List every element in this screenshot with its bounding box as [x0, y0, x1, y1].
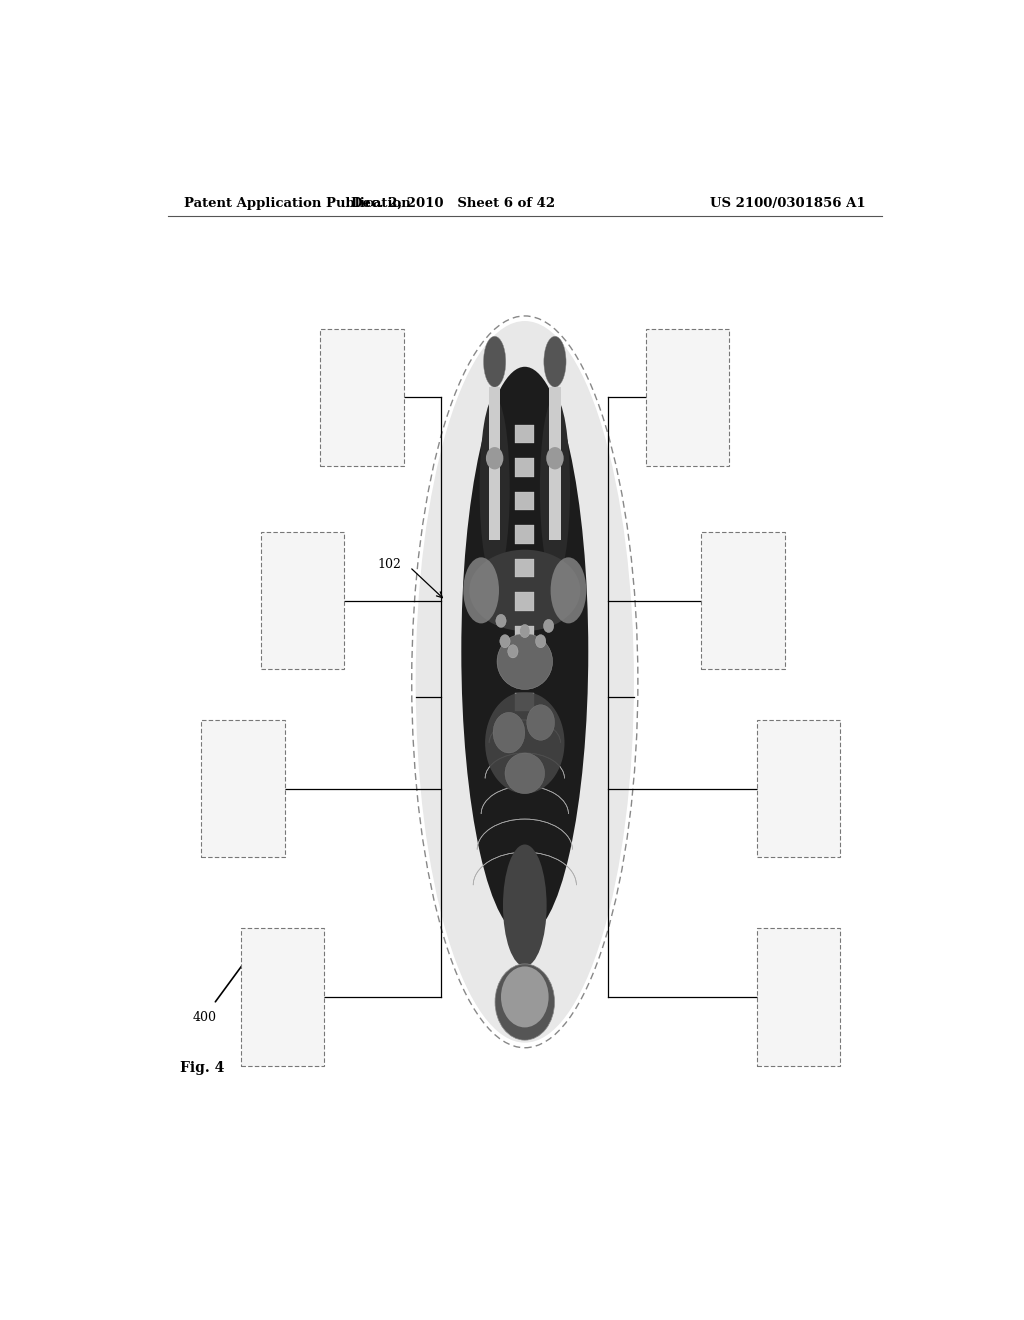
- Bar: [550, 387, 560, 540]
- Text: 402
RF Transmitter
Assembly: 402 RF Transmitter Assembly: [264, 953, 301, 1040]
- Ellipse shape: [505, 752, 545, 793]
- Text: 404
RF Receiver
Assembly: 404 RF Receiver Assembly: [225, 754, 261, 822]
- Bar: [202, 719, 285, 857]
- Ellipse shape: [469, 549, 581, 631]
- Ellipse shape: [461, 367, 588, 936]
- Text: 412
RF Coil Assembly: 412 RF Coil Assembly: [787, 739, 810, 838]
- Text: 416
Other Imaging
Technology: 416 Other Imaging Technology: [670, 356, 706, 438]
- Ellipse shape: [486, 447, 504, 470]
- Bar: [515, 425, 535, 444]
- Text: Patent Application Publication: Patent Application Publication: [183, 197, 411, 210]
- Text: 102: 102: [378, 558, 401, 572]
- Text: 400: 400: [194, 1011, 217, 1024]
- Ellipse shape: [483, 337, 506, 387]
- Ellipse shape: [501, 966, 549, 1027]
- Ellipse shape: [479, 397, 510, 581]
- Text: Dec. 2, 2010   Sheet 6 of 42: Dec. 2, 2010 Sheet 6 of 42: [351, 197, 555, 210]
- Ellipse shape: [508, 644, 518, 657]
- Text: 410
Gradient Coil Assembly: 410 Gradient Coil Assembly: [787, 931, 810, 1063]
- Bar: [515, 458, 535, 477]
- Bar: [515, 660, 535, 677]
- Ellipse shape: [500, 635, 510, 648]
- Bar: [515, 558, 535, 577]
- Ellipse shape: [536, 635, 546, 648]
- Bar: [515, 626, 535, 644]
- Bar: [515, 593, 535, 611]
- Bar: [515, 492, 535, 510]
- Ellipse shape: [503, 845, 547, 966]
- Ellipse shape: [546, 447, 563, 470]
- Text: 408
Magnetic Resonance
Detectors: 408 Magnetic Resonance Detectors: [344, 338, 380, 457]
- Text: US 2100/0301856 A1: US 2100/0301856 A1: [711, 197, 866, 210]
- Ellipse shape: [497, 634, 553, 689]
- Bar: [515, 525, 535, 544]
- Ellipse shape: [551, 557, 587, 623]
- Text: 414
Contrast Agent
Detection Assembly: 414 Contrast Agent Detection Assembly: [725, 545, 761, 656]
- Bar: [261, 532, 344, 669]
- Bar: [321, 329, 403, 466]
- Bar: [489, 387, 500, 540]
- Ellipse shape: [495, 964, 555, 1040]
- Text: Fig. 4: Fig. 4: [179, 1061, 224, 1076]
- Ellipse shape: [416, 321, 634, 1043]
- Ellipse shape: [519, 624, 530, 638]
- Ellipse shape: [540, 397, 570, 581]
- Ellipse shape: [544, 337, 566, 387]
- Ellipse shape: [496, 614, 506, 627]
- Bar: [757, 719, 841, 857]
- Ellipse shape: [485, 692, 564, 793]
- Bar: [241, 928, 325, 1065]
- Bar: [701, 532, 784, 669]
- Text: 406
Transceivers: 406 Transceivers: [291, 564, 314, 636]
- Ellipse shape: [463, 557, 499, 623]
- Ellipse shape: [526, 705, 555, 741]
- Bar: [646, 329, 729, 466]
- Bar: [757, 928, 841, 1065]
- Bar: [515, 693, 535, 711]
- Ellipse shape: [494, 713, 524, 752]
- Ellipse shape: [544, 619, 554, 632]
